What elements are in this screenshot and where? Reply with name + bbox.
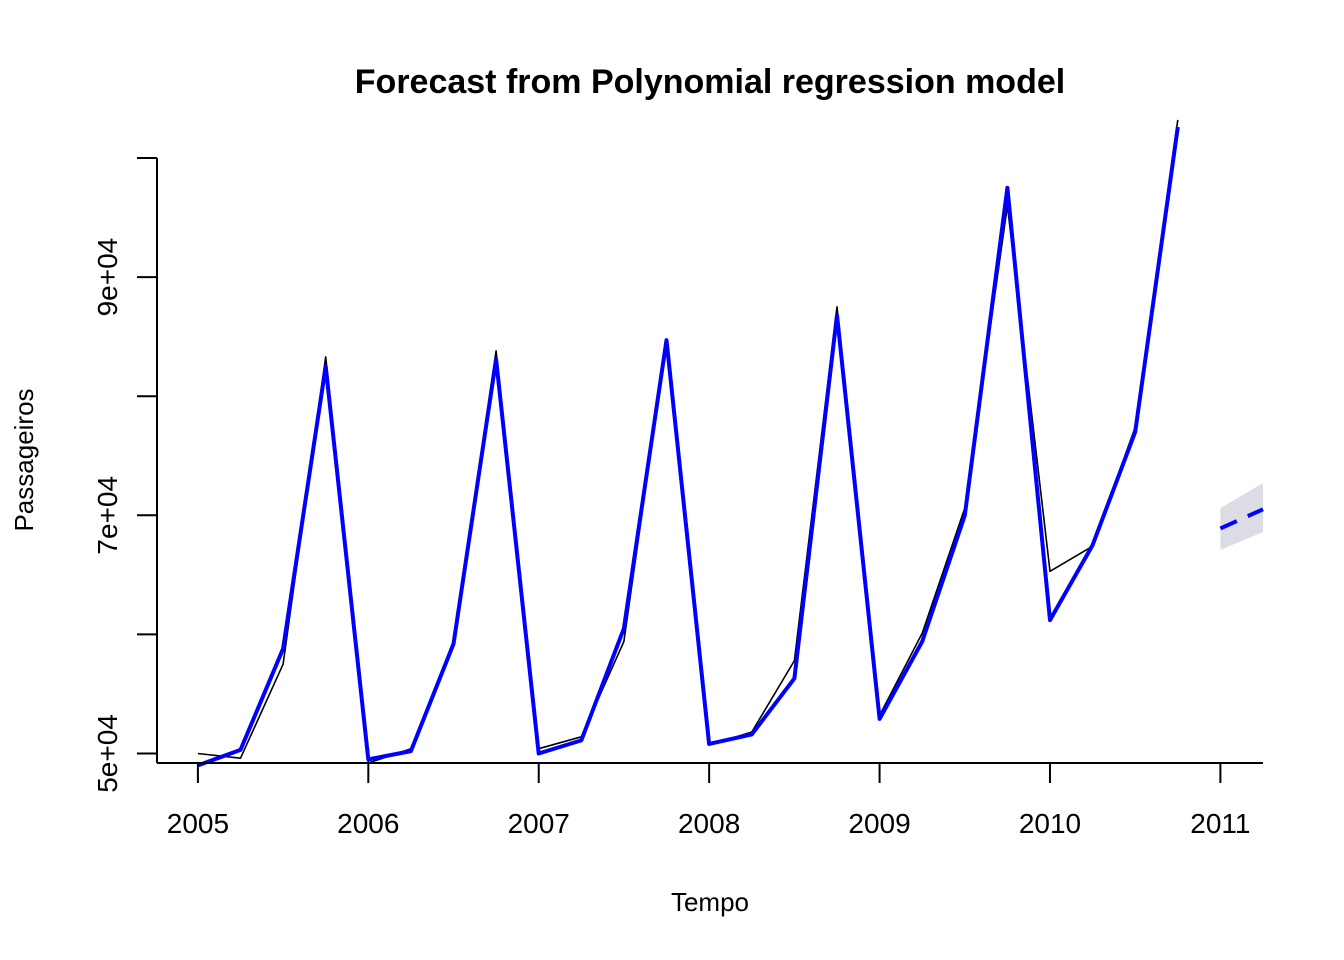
x-tick-label: 2009 <box>848 808 910 839</box>
forecast-interval-layer <box>1220 483 1263 550</box>
y-ticks: 5e+04 7e+04 9e+04 <box>92 157 157 793</box>
x-tick-label: 2011 <box>1190 808 1250 839</box>
x-ticks: 2005 2006 2007 2008 2009 2010 2011 <box>167 763 1251 839</box>
x-axis-label: Tempo <box>671 887 749 917</box>
x-tick-label: 2006 <box>337 808 399 839</box>
x-tick-label: 2008 <box>678 808 740 839</box>
y-tick-label: 9e+04 <box>92 238 123 317</box>
forecast-series-line <box>1219 507 1264 531</box>
chart-title: Forecast from Polynomial regression mode… <box>355 63 1065 101</box>
y-axis-label: Passageiros <box>9 388 39 531</box>
forecast-interval-band <box>1220 483 1263 550</box>
series-layer <box>197 119 1264 768</box>
x-tick-label: 2010 <box>1019 808 1081 839</box>
y-tick-label: 5e+04 <box>92 714 123 793</box>
x-tick-label: 2007 <box>508 808 570 839</box>
axes-layer <box>156 158 1263 764</box>
y-tick-label: 7e+04 <box>92 476 123 555</box>
x-tick-label: 2005 <box>167 808 229 839</box>
fitted-series-line <box>197 126 1180 768</box>
